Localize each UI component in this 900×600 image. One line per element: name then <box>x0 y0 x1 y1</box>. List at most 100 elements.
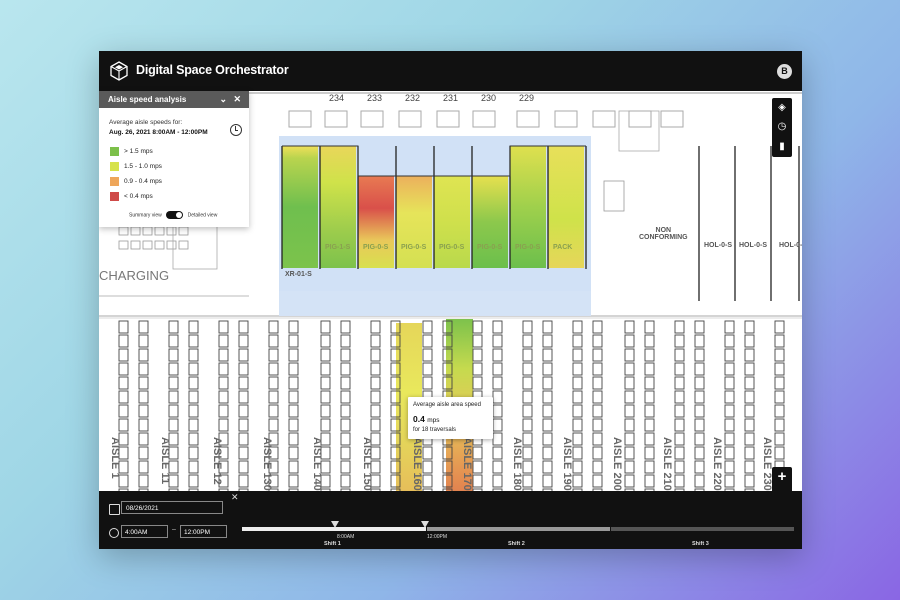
legend-item: 1.5 - 1.0 mps <box>110 162 162 171</box>
rack-cell <box>238 362 249 376</box>
rack-cell <box>724 362 735 376</box>
summary-view-label: Summary view <box>129 212 162 219</box>
rack-cell <box>422 348 433 362</box>
tooltip-number: 0.4 <box>413 414 425 424</box>
rack-cell <box>624 418 635 432</box>
rack-cell <box>238 348 249 362</box>
rack-cell <box>674 418 685 432</box>
rack-cell <box>624 446 635 460</box>
rack-cell <box>774 348 785 362</box>
rack-cell <box>268 432 279 446</box>
bar-chart-icon[interactable]: ▮ <box>779 141 785 152</box>
xr-label: XR-01-S <box>285 271 312 278</box>
top-bar: Digital Space Orchestrator B <box>99 51 802 91</box>
rack-cell <box>390 320 401 334</box>
rack-box <box>472 110 496 128</box>
rack-cell <box>694 376 705 390</box>
rack-cell <box>542 390 553 404</box>
column-number: 231 <box>443 93 459 103</box>
right-zone-label: HOL-0-S <box>739 242 767 249</box>
rack-cell <box>744 390 755 404</box>
rack-cell <box>542 460 553 474</box>
rack-cell <box>644 334 655 348</box>
rack-cell <box>592 376 603 390</box>
rack-cell <box>624 390 635 404</box>
rack-cell <box>370 446 381 460</box>
rack-cell <box>522 334 533 348</box>
layers-icon[interactable]: ◈ <box>778 102 786 113</box>
rack-cell <box>288 460 299 474</box>
rack-cell <box>542 446 553 460</box>
rack-cell <box>218 474 229 488</box>
right-zone-label: NON CONFORMING <box>639 227 688 241</box>
zone-label: PIG-0-S <box>439 244 465 251</box>
blueprint-cell <box>154 226 165 236</box>
rack-cell <box>238 334 249 348</box>
rack-cell <box>218 376 229 390</box>
rack-cell <box>320 404 331 418</box>
rack-cell <box>644 362 655 376</box>
pick-zone-lower <box>279 291 591 316</box>
rack-cell <box>188 334 199 348</box>
rack-cell <box>288 390 299 404</box>
rack-cell <box>744 362 755 376</box>
heat-zone <box>548 146 584 268</box>
legend-label: > 1.5 mps <box>124 148 153 156</box>
rack-cell <box>724 432 735 446</box>
column-number: 229 <box>519 93 535 103</box>
rack-cell <box>168 362 179 376</box>
rack-cell <box>472 362 483 376</box>
charging-label: CHARGING <box>99 268 170 283</box>
rack-cell <box>624 348 635 362</box>
rack-cell <box>168 474 179 488</box>
rack-cell <box>218 320 229 334</box>
rack-cell <box>268 460 279 474</box>
rack-cell <box>218 334 229 348</box>
rack-cell <box>320 334 331 348</box>
rack-cell <box>774 376 785 390</box>
close-icon[interactable]: ✕ <box>231 492 239 502</box>
rack-cell <box>218 362 229 376</box>
view-toggle[interactable] <box>166 211 184 219</box>
rack-cell <box>340 320 351 334</box>
avatar[interactable]: B <box>777 64 792 79</box>
rack-cell <box>138 362 149 376</box>
rack-cell <box>238 418 249 432</box>
rack-cell <box>320 432 331 446</box>
clock-icon[interactable] <box>230 124 242 136</box>
start-time-field[interactable]: 4:00AM <box>121 525 168 538</box>
column-number: 234 <box>329 93 345 103</box>
start-handle[interactable] <box>331 521 339 528</box>
end-handle[interactable] <box>421 521 429 528</box>
rack-cell <box>442 460 453 474</box>
rack-cell <box>522 474 533 488</box>
rack-box <box>516 110 540 128</box>
rack-cell <box>118 418 129 432</box>
blueprint-cell <box>142 226 153 236</box>
date-field[interactable]: 08/26/2021 <box>121 501 223 514</box>
chevron-down-icon[interactable]: ⌄ <box>219 94 227 104</box>
rack-cell <box>390 418 401 432</box>
rack-cell <box>320 362 331 376</box>
rack-cell <box>340 334 351 348</box>
map-canvas[interactable] <box>99 91 802 549</box>
rack-cell <box>592 418 603 432</box>
aisle-label: AISLE 210 <box>661 437 673 491</box>
clock-icon[interactable]: ◷ <box>777 121 787 132</box>
rack-cell <box>288 348 299 362</box>
rack-cell <box>370 432 381 446</box>
rack-cell <box>522 320 533 334</box>
rack-cell <box>188 474 199 488</box>
zoom-in-icon[interactable]: + <box>777 468 787 485</box>
rack-cell <box>592 446 603 460</box>
close-icon[interactable]: ✕ <box>233 94 241 104</box>
rack-cell <box>572 446 583 460</box>
end-time-field[interactable]: 12:00PM <box>180 525 227 538</box>
rack-cell <box>422 376 433 390</box>
rack-cell <box>624 334 635 348</box>
rack-box <box>592 110 616 128</box>
rack-cell <box>492 348 503 362</box>
rack-cell <box>390 460 401 474</box>
rack-cell <box>674 334 685 348</box>
rack-cell <box>320 474 331 488</box>
